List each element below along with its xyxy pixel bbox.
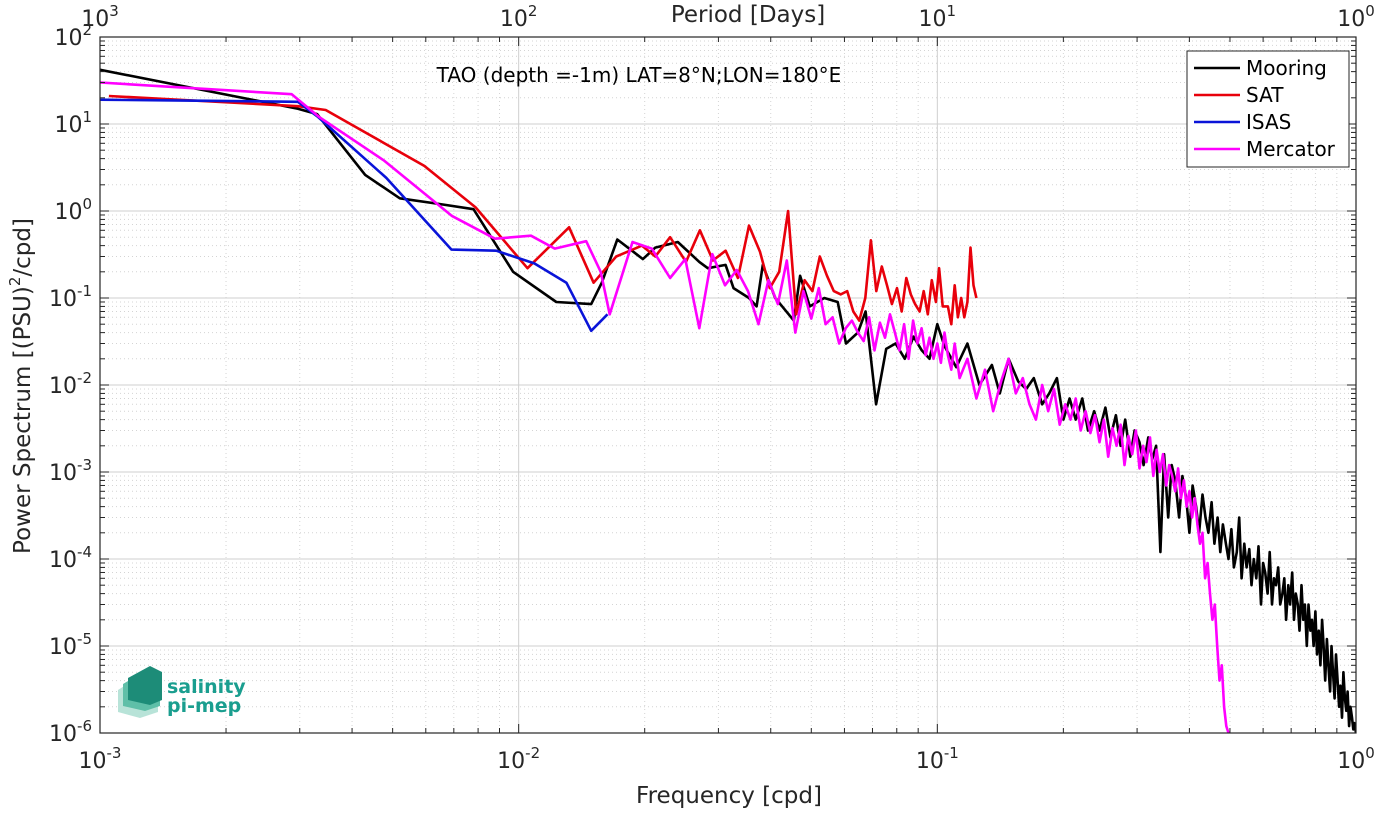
y-tick-label: 101 [54, 108, 92, 138]
y-tick-label: 102 [54, 21, 92, 51]
x-tick-label-exp: -3 [107, 744, 122, 762]
y-tick-label-exp: -6 [77, 717, 92, 735]
x-tick-label: 100 [1337, 744, 1375, 774]
y-tick-label: 10-4 [49, 543, 92, 573]
y-tick-label: 100 [54, 195, 92, 225]
x-axis-title: Frequency [cpd] [636, 783, 822, 809]
legend-label-mercator: Mercator [1246, 137, 1336, 161]
x-tick-label-base: 10 [79, 749, 107, 774]
y-tick-label-base: 10 [49, 548, 77, 573]
x-tick-label-base: 10 [1337, 749, 1365, 774]
y-tick-label: 10-6 [49, 717, 92, 747]
y-tick-label: 10-1 [49, 282, 92, 312]
y-tick-label: 10-5 [49, 630, 92, 660]
y-tick-label: 10-2 [49, 369, 92, 399]
x-tick-label-exp: -2 [525, 744, 540, 762]
y-tick-label-exp: -5 [77, 630, 92, 648]
legend-label-isas: ISAS [1246, 110, 1291, 134]
y-tick-label-exp: -4 [77, 543, 92, 561]
y-tick-label-base: 10 [54, 113, 82, 138]
y-tick-label-exp: -3 [77, 456, 92, 474]
chart-title: TAO (depth =-1m) LAT=8°N;LON=180°E [436, 63, 842, 87]
logo-mark-icon [118, 666, 162, 718]
x2-axis-title: Period [Days] [671, 2, 825, 28]
x2-tick-label: 100 [1337, 2, 1375, 32]
y-tick-label-exp: -1 [77, 282, 92, 300]
legend-label-mooring: Mooring [1246, 56, 1327, 80]
y-tick-label-base: 10 [49, 461, 77, 486]
x-tick-label-base: 10 [497, 749, 525, 774]
x2-tick-label-exp: 3 [109, 2, 119, 20]
legend-box [1186, 50, 1350, 168]
y-tick-label-exp: 0 [82, 195, 92, 213]
x-tick-label: 10-3 [79, 744, 122, 774]
x-tick-label-exp: 0 [1365, 744, 1375, 762]
x-tick-label: 10-2 [497, 744, 540, 774]
y-tick-label-exp: 2 [82, 21, 92, 39]
series-line-mercator [100, 81, 1230, 733]
y-tick-label-base: 10 [49, 635, 77, 660]
x2-tick-label-exp: 0 [1365, 2, 1375, 20]
y-axis-title: Power Spectrum [(PSU)2/cpd] [6, 218, 36, 554]
legend: Mooring SAT ISAS Mercator [1186, 50, 1350, 168]
grid-layer [99, 36, 1357, 734]
x2-tick-label-base: 10 [919, 7, 947, 32]
x-tick-label-exp: -1 [944, 744, 959, 762]
y-tick-label-base: 10 [54, 200, 82, 225]
x2-tick-label-exp: 1 [947, 2, 957, 20]
y-tick-label: 10-3 [49, 456, 92, 486]
legend-label-sat: SAT [1246, 83, 1284, 107]
y-axis-title-main: Power Spectrum [(PSU) [10, 286, 36, 554]
x2-tick-label-exp: 2 [528, 2, 538, 20]
x2-tick-label: 101 [919, 2, 957, 32]
logo-text-line2: pi-mep [167, 695, 241, 717]
y-tick-label-base: 10 [54, 26, 82, 51]
y-axis-title-sup: 2 [6, 277, 24, 287]
x2-tick-label-base: 10 [500, 7, 528, 32]
x2-tick-label-base: 10 [81, 7, 109, 32]
y-tick-label-base: 10 [49, 722, 77, 747]
series-layer [100, 68, 1356, 733]
y-axis-title-tail: /cpd] [10, 218, 36, 277]
x-tick-label: 10-1 [916, 744, 959, 774]
y-tick-label-exp: -2 [77, 369, 92, 387]
x-tick-label-base: 10 [916, 749, 944, 774]
x2-tick-label: 103 [81, 2, 119, 32]
series-line-sat [108, 94, 978, 326]
y-tick-label-base: 10 [49, 287, 77, 312]
y-tick-label-exp: 1 [82, 108, 92, 126]
x2-tick-label: 102 [500, 2, 538, 32]
x2-tick-label-base: 10 [1337, 7, 1365, 32]
y-tick-label-base: 10 [49, 374, 77, 399]
logo-text-line1: salinity [167, 676, 246, 698]
salinity-pi-mep-logo: salinity pi-mep [118, 666, 246, 718]
